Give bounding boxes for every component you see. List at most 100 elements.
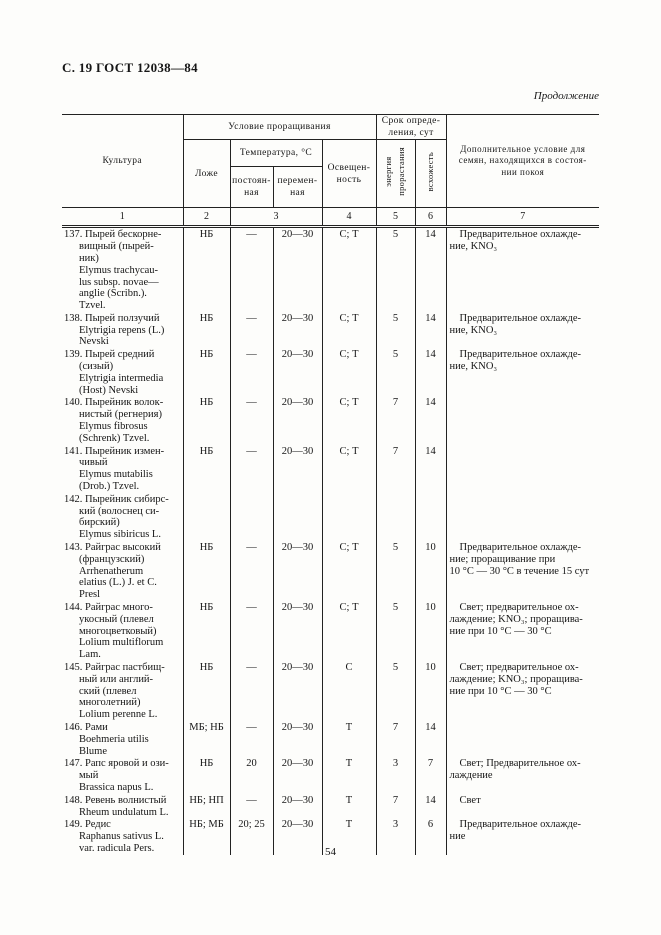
latin-name: Elymus mutabilis (Drob.) Tzvel. xyxy=(79,469,153,493)
bed-cell: НБ; НП xyxy=(182,793,231,819)
table-head: Культура Условие проращивания Срок опред… xyxy=(62,114,600,229)
column-header-bed: Ложе xyxy=(182,139,231,208)
temp-constant-cell: 20 xyxy=(229,757,274,794)
light-cell: С; Т xyxy=(321,348,377,397)
culture-cell: 147. Рапс яровой и ози- мый Brassica nap… xyxy=(62,757,184,794)
latin-name: Elymus sibiricus L. xyxy=(79,529,161,541)
light-cell xyxy=(321,492,377,542)
column-header-term: Срок опреде- ления, сут xyxy=(375,114,447,141)
bed-cell: НБ xyxy=(182,396,231,445)
light-cell: С; Т xyxy=(321,311,377,349)
column-header-culture: Культура xyxy=(62,114,184,208)
table-row: 145. Райграс пастбищ- ный или англий- ск… xyxy=(62,661,600,721)
latin-name: Elymus fibrosus (Schrenk) Tzvel. xyxy=(79,421,150,444)
temp-variable-cell: 20—30 xyxy=(272,541,323,602)
germination-cell xyxy=(414,492,447,542)
temp-variable-cell: 20—30 xyxy=(272,661,323,721)
energy-vertical-label: энергия прорастания xyxy=(383,147,407,197)
column-header-energy: энергия прорастания xyxy=(375,139,416,208)
column-number: 7 xyxy=(445,207,600,229)
germination-cell: 14 xyxy=(414,348,447,397)
temp-constant-cell xyxy=(229,492,274,542)
energy-cell: 7 xyxy=(375,444,416,493)
culture-cell: 148. Ревень волнистый Rheum undulatum L. xyxy=(62,793,184,819)
light-cell: С; Т xyxy=(321,396,377,445)
table-row: 140. Пырейник волок- нистый (регнерия) E… xyxy=(62,396,600,445)
temp-variable-cell: 20—30 xyxy=(272,311,323,349)
table-row: 137. Пырей бескорне- вищный (пырей- ник)… xyxy=(62,226,600,312)
culture-cell: 142. Пырейник сибирс- кий (волоснец си- … xyxy=(62,492,184,542)
energy-cell: 5 xyxy=(375,311,416,349)
column-number: 3 xyxy=(229,207,323,229)
light-cell: Т xyxy=(321,818,377,855)
temp-constant-cell: — xyxy=(229,396,274,445)
table-body: 137. Пырей бескорне- вищный (пырей- ник)… xyxy=(62,226,600,855)
bed-cell: НБ xyxy=(182,226,231,312)
germination-cell: 10 xyxy=(414,661,447,721)
bed-cell xyxy=(182,492,231,542)
culture-cell: 146. Рами Boehmeria utilis Blume xyxy=(62,720,184,758)
table-row: 149. Редис Raphanus sativus L. var. radi… xyxy=(62,818,600,855)
temp-variable-cell xyxy=(272,492,323,542)
culture-cell: 138. Пырей ползучий Elytrigia repens (L.… xyxy=(62,311,184,349)
column-header-germination-rate: всхожесть xyxy=(414,139,447,208)
additional-condition-cell: Предварительное охлажде- ние, KNO₃ xyxy=(445,311,600,349)
column-number: 1 xyxy=(62,207,184,229)
germination-cell: 10 xyxy=(414,541,447,602)
table-row: 144. Райграс много- укосный (плевел мног… xyxy=(62,601,600,661)
energy-cell: 3 xyxy=(375,818,416,855)
culture-cell: 137. Пырей бескорне- вищный (пырей- ник)… xyxy=(62,226,184,312)
temp-constant-cell: — xyxy=(229,793,274,819)
column-number: 6 xyxy=(414,207,447,229)
row-number: 140. xyxy=(64,397,83,409)
additional-condition-cell: Свет xyxy=(445,793,600,819)
temp-constant-cell: — xyxy=(229,720,274,758)
culture-name: 139. Пырей средний (сизый) xyxy=(64,349,155,373)
bed-cell: НБ xyxy=(182,661,231,721)
row-number: 148. xyxy=(64,794,83,806)
culture-cell: 149. Редис Raphanus sativus L. var. radi… xyxy=(62,818,184,855)
column-number: 4 xyxy=(321,207,377,229)
germination-cell: 7 xyxy=(414,757,447,794)
latin-name: Lolium perenne L. xyxy=(79,709,158,721)
latin-name: Boehmeria utilis Blume xyxy=(79,733,149,757)
additional-condition-cell: Предварительное охлажде- ние, KNO₃ xyxy=(445,348,600,397)
table-row: 138. Пырей ползучий Elytrigia repens (L.… xyxy=(62,311,600,349)
latin-name: Arrhenatherum elatius (L.) J. et C. Pres… xyxy=(79,565,157,601)
row-number: 143. xyxy=(64,542,83,554)
column-number: 5 xyxy=(375,207,416,229)
temp-constant-cell: — xyxy=(229,601,274,661)
light-cell: Т xyxy=(321,793,377,819)
temp-variable-cell: 20—30 xyxy=(272,720,323,758)
table-row: 148. Ревень волнистый Rheum undulatum L.… xyxy=(62,793,600,819)
energy-cell: 7 xyxy=(375,396,416,445)
energy-cell: 7 xyxy=(375,720,416,758)
germination-cell: 14 xyxy=(414,720,447,758)
temp-variable-cell: 20—30 xyxy=(272,226,323,312)
light-cell: С xyxy=(321,661,377,721)
latin-name: Elymus trachycau- lus subsp. novae— angl… xyxy=(79,264,159,312)
light-cell: С; Т xyxy=(321,601,377,661)
bed-cell: НБ xyxy=(182,348,231,397)
culture-cell: 140. Пырейник волок- нистый (регнерия) E… xyxy=(62,396,184,445)
additional-condition-cell xyxy=(445,492,600,542)
culture-name: 142. Пырейник сибирс- кий (волоснец си- … xyxy=(64,493,169,529)
additional-condition-cell: Предварительное охлажде- ние, KNO₃ xyxy=(445,226,600,312)
column-header-germination-conditions: Условие проращивания xyxy=(182,114,377,141)
temp-variable-cell: 20—30 xyxy=(272,818,323,855)
additional-condition-cell: Свет; предварительное ох- лаждение; KNO₃… xyxy=(445,661,600,721)
temp-variable-cell: 20—30 xyxy=(272,757,323,794)
bed-cell: НБ xyxy=(182,541,231,602)
latin-name: Rheum undulatum L. xyxy=(79,806,169,818)
germination-cell: 14 xyxy=(414,226,447,312)
culture-name: 148. Ревень волнистый xyxy=(64,794,167,806)
bed-cell: НБ xyxy=(182,601,231,661)
energy-cell: 7 xyxy=(375,793,416,819)
table-row: 141. Пырейник измен- чивый Elymus mutabi… xyxy=(62,444,600,493)
light-cell: С; Т xyxy=(321,444,377,493)
table-row: 139. Пырей средний (сизый) Elytrigia int… xyxy=(62,348,600,397)
light-cell: Т xyxy=(321,720,377,758)
temp-constant-cell: — xyxy=(229,226,274,312)
light-cell: С; Т xyxy=(321,226,377,312)
temp-constant-cell: — xyxy=(229,541,274,602)
